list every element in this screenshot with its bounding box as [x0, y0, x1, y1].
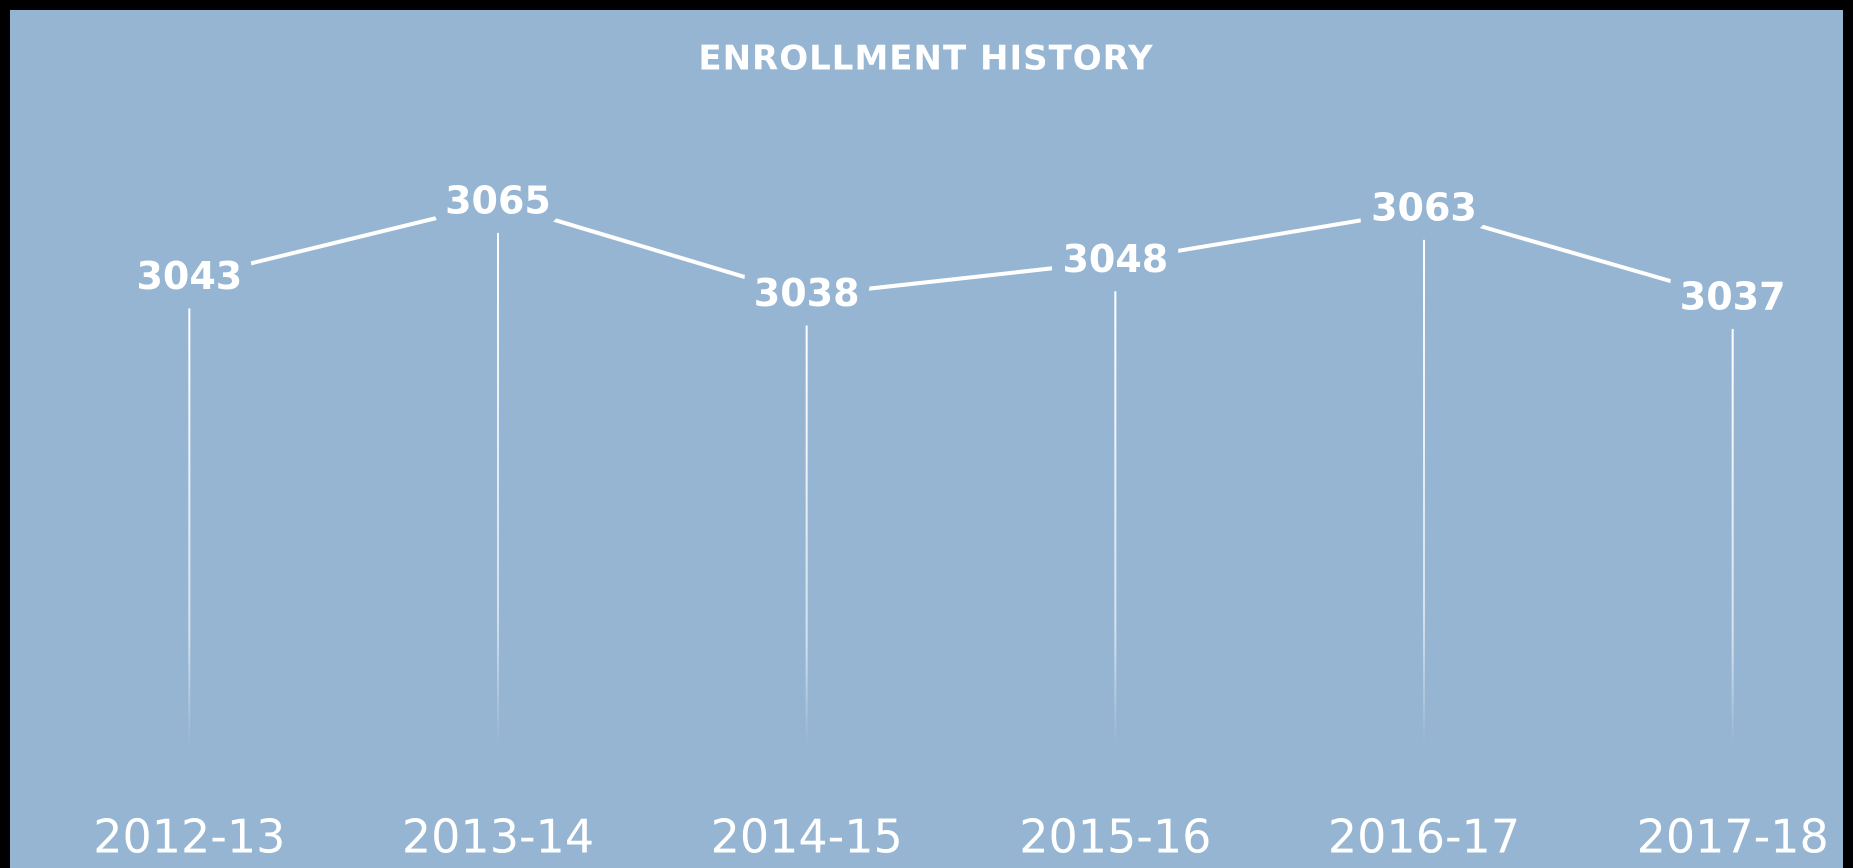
x-tick-label: 2013-14: [402, 810, 594, 864]
chart-title: ENROLLMENT HISTORY: [698, 39, 1153, 79]
value-label: 3043: [136, 254, 242, 298]
x-tick-label: 2014-15: [711, 810, 903, 864]
x-tick-label: 2017-18: [1637, 810, 1829, 864]
value-label: 3063: [1371, 185, 1477, 229]
drop-line: [1114, 291, 1117, 745]
drop-line: [1731, 329, 1734, 745]
plot-background: [10, 10, 1843, 868]
x-tick-label: 2015-16: [1019, 810, 1211, 864]
line: [188, 200, 1734, 301]
drop-line: [1423, 239, 1425, 745]
drop-line: [497, 233, 499, 745]
value-label: 3048: [1062, 237, 1168, 281]
x-tick-label: 2016-17: [1328, 810, 1520, 864]
drop-line: [805, 325, 808, 745]
x-tick-label: 2012-13: [93, 810, 285, 864]
value-label: 3065: [445, 179, 551, 223]
value-label: 3037: [1680, 275, 1786, 319]
value-label: 3038: [754, 271, 860, 315]
drop-line: [188, 308, 191, 745]
